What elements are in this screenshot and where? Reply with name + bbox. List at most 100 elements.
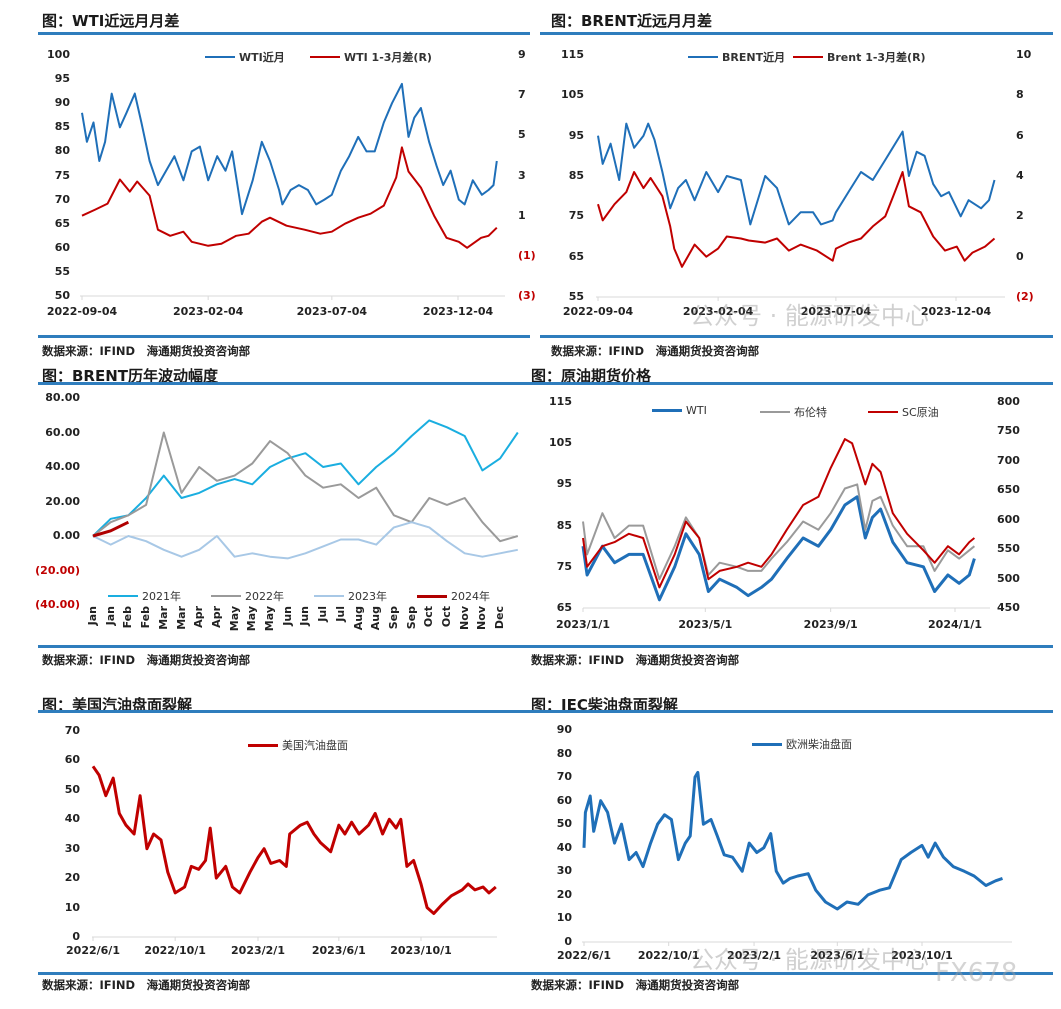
y-axis-left-tick: 115 [549, 395, 572, 408]
y-axis-left-tick: 115 [561, 48, 584, 61]
legend-label: 欧洲柴油盘面 [786, 738, 852, 751]
legend-label: 2021年 [142, 590, 181, 603]
legend-item: 布伦特 [760, 404, 827, 420]
y-axis-right-tick: 500 [997, 571, 1020, 585]
series-line-3 [92, 521, 518, 560]
legend-swatch [205, 56, 235, 58]
chart-title-rule [38, 382, 530, 385]
series-line-4 [92, 520, 130, 538]
legend-item: 2023年 [314, 588, 387, 604]
y-axis-left-tick: 55 [568, 290, 584, 303]
y-axis-left-tick: 10 [64, 900, 80, 914]
x-axis-tick: 2022/6/1 [557, 949, 611, 962]
y-axis-left-tick: 40.00 [45, 460, 80, 473]
data-source-note: 数据来源：IFIND 海通期货投资咨询部 [531, 978, 740, 992]
y-axis-left-tick: 85 [54, 120, 70, 134]
y-axis-left-tick: 55 [54, 264, 70, 278]
legend-label: 2023年 [348, 590, 387, 603]
y-axis-left-tick: 80.00 [45, 391, 80, 404]
legend-label: BRENT近月 [722, 51, 786, 64]
legend-swatch [248, 743, 278, 747]
x-axis-tick: 2023-12-04 [920, 305, 992, 318]
chart-bottom-rule [528, 972, 1053, 975]
y-axis-right-tick: 1 [518, 208, 526, 222]
legend-swatch [652, 409, 682, 412]
y-axis-right-tick: 4 [1016, 169, 1024, 182]
chart-title-rule [38, 710, 530, 713]
x-axis-tick: 2023-02-04 [172, 305, 244, 318]
legend-label: Brent 1-3月差(R) [827, 51, 926, 64]
x-axis-tick: 2023/10/1 [891, 949, 953, 962]
legend-swatch [310, 56, 340, 58]
legend-label: 布伦特 [794, 406, 827, 419]
watermark-fx678: FX678 [935, 958, 1018, 988]
legend-swatch [688, 56, 718, 58]
x-axis-tick: 2023/2/1 [231, 944, 285, 957]
legend-item: WTI近月 [205, 49, 285, 65]
chart-bottom-rule [38, 335, 530, 338]
chart-title-rule [528, 710, 1053, 713]
x-axis-tick: 2022/10/1 [144, 944, 206, 957]
y-axis-left-tick: 70 [556, 770, 572, 784]
y-axis-right-tick: 450 [997, 601, 1020, 614]
series-line-1 [91, 765, 497, 915]
y-axis-left-tick: 85 [568, 169, 584, 182]
y-axis-left-tick: 70 [54, 192, 70, 206]
x-axis-tick: 2023-12-04 [422, 305, 494, 318]
chart-bottom-rule [540, 335, 1053, 338]
y-axis-right-tick: 7 [518, 88, 526, 102]
y-axis-left-tick: 20 [556, 887, 572, 901]
y-axis-left-tick: 65 [568, 249, 584, 263]
y-axis-right-tick: 800 [997, 395, 1020, 408]
y-axis-left-tick: 50 [556, 817, 572, 831]
series-line-2 [597, 171, 996, 268]
series-line-3 [582, 438, 976, 589]
y-axis-left-tick: 80 [54, 144, 70, 158]
legend-item: 2022年 [211, 588, 284, 604]
y-axis-left-tick: 95 [556, 477, 572, 491]
x-axis-tick: 2022/10/1 [637, 949, 700, 962]
y-axis-left-tick: 100 [47, 48, 70, 61]
chart-title: 图：BRENT历年波动幅度 [42, 367, 219, 385]
x-axis-tick: 2022/6/1 [66, 944, 120, 957]
y-axis-left-tick: 75 [556, 559, 572, 573]
legend-swatch [211, 595, 241, 597]
legend-swatch [793, 56, 823, 58]
y-axis-right-tick: 6 [1016, 128, 1024, 142]
x-axis-tick: 2022-09-04 [46, 305, 118, 318]
y-axis-right-tick: 600 [997, 512, 1020, 526]
legend-item: 2024年 [417, 588, 490, 604]
y-axis-right-tick: 3 [518, 168, 526, 182]
y-axis-left-tick: 60.00 [45, 425, 80, 439]
y-axis-left-tick: 95 [568, 128, 584, 142]
y-axis-left-tick: 90 [556, 723, 572, 736]
watermark-text: 公众号 · 能源研发中心 [690, 302, 929, 330]
legend-item: Brent 1-3月差(R) [793, 49, 926, 65]
legend-item: WTI 1-3月差(R) [310, 49, 432, 65]
y-axis-left-tick: 40 [556, 840, 572, 854]
x-axis-tick: 2023/6/1 [810, 949, 865, 962]
x-axis-tick: 2023-07-04 [296, 305, 368, 318]
legend-swatch [752, 742, 782, 746]
chart-title: 图：原油期货价格 [531, 367, 652, 385]
series-line-1 [582, 770, 1003, 911]
y-axis-left-tick: 60 [556, 793, 572, 807]
y-axis-left-tick: 70 [64, 724, 80, 737]
x-axis-tick: 2023/6/1 [311, 944, 366, 957]
y-axis-left-tick: 105 [549, 436, 572, 450]
legend-swatch [108, 595, 138, 597]
legend-item: 美国汽油盘面 [248, 737, 348, 753]
y-axis-left-tick: 65 [54, 216, 70, 230]
y-axis-left-tick: 30 [556, 864, 572, 878]
y-axis-left-tick: 50 [64, 782, 80, 796]
x-axis-tick: 2022-09-04 [562, 305, 634, 318]
y-axis-right-tick: 8 [1016, 88, 1024, 102]
legend-item: WTI [652, 404, 707, 417]
legend-item: 欧洲柴油盘面 [752, 736, 852, 752]
legend-item: 2021年 [108, 588, 181, 604]
watermark-text: 公众号 · 能源研发中心 [690, 946, 929, 974]
data-source-note: 数据来源：IFIND 海通期货投资咨询部 [42, 344, 251, 358]
y-axis-right-tick: 550 [997, 542, 1020, 556]
y-axis-left-tick: 50 [54, 289, 70, 302]
